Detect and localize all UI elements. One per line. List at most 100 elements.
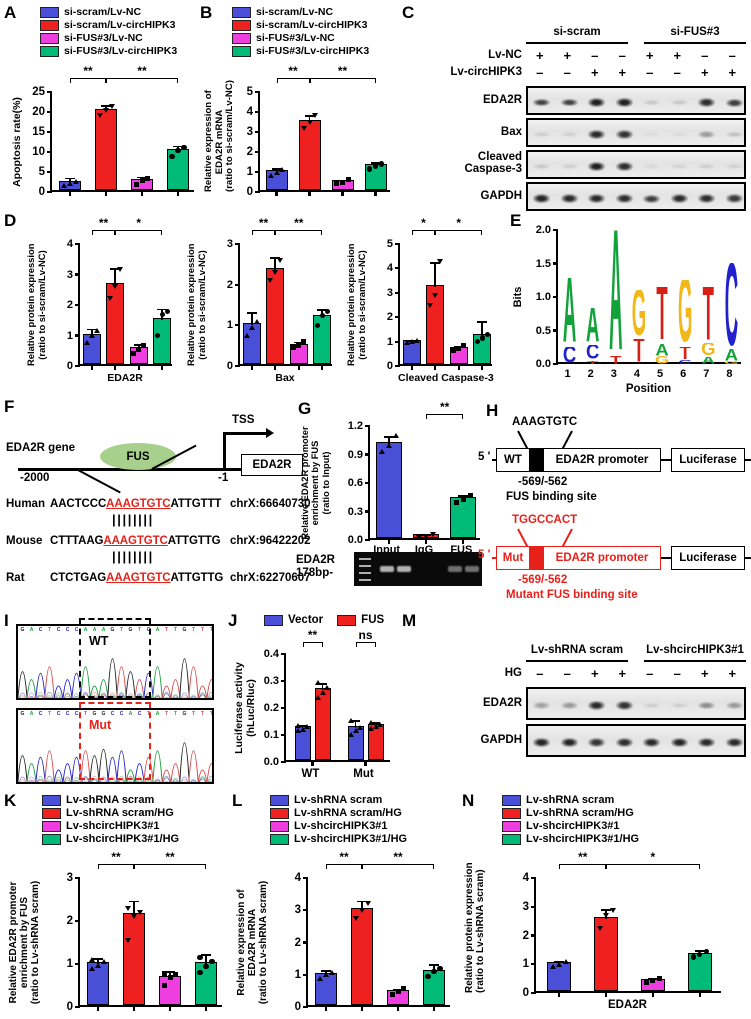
x-tick bbox=[132, 1007, 136, 1011]
binding-site-block bbox=[530, 448, 543, 472]
error-cap bbox=[371, 722, 380, 724]
y-tick bbox=[255, 170, 260, 174]
blot-protein-label: GAPDH bbox=[480, 189, 522, 202]
five-prime-connector bbox=[492, 459, 498, 461]
panel-c: C si-scram si-FUS#3 Lv-NC + + – – + + – – Lv-circHI… bbox=[398, 4, 751, 211]
y-tick-label: 20 bbox=[32, 106, 45, 118]
y-tick-label: 1 bbox=[386, 335, 393, 348]
data-point bbox=[408, 339, 415, 345]
error-cap bbox=[318, 682, 327, 685]
significance-label: ** bbox=[288, 64, 298, 78]
plot-area: 0.0 0.1 0.2 0.3 0.4 ** ns bbox=[264, 629, 390, 768]
y-tick bbox=[75, 273, 80, 276]
x-tick bbox=[341, 192, 344, 196]
logo-position-label: 2 bbox=[587, 368, 594, 380]
panel-m-label: M bbox=[402, 611, 417, 630]
data-point bbox=[656, 976, 662, 982]
error-cap bbox=[157, 308, 168, 311]
y-tick bbox=[235, 283, 240, 286]
x-tick bbox=[424, 540, 428, 544]
panel-b-legend: si-scram/Lv-NC si-scram/Lv-circHIPK3 si-FU… bbox=[232, 6, 369, 57]
legend-item-0: Lv-shRNA scram bbox=[502, 794, 639, 806]
reporter-box: Luciferase bbox=[671, 546, 745, 570]
blot-band bbox=[670, 99, 688, 106]
y-tick-label: 1 bbox=[246, 166, 253, 178]
data-point bbox=[89, 957, 96, 963]
panel-m: M Lv-shRNA scram Lv-shcircHIPK3#1 HG – – + + – –… bbox=[398, 612, 751, 792]
base-call: C bbox=[74, 711, 79, 717]
base-call: T bbox=[200, 711, 205, 717]
blot-band bbox=[643, 194, 661, 203]
blot-protein-label: GAPDH bbox=[480, 733, 522, 746]
y-tick-label: 0.1 bbox=[263, 729, 279, 741]
sequence-text: AACTCCCAAAGTGTCATTGTTT bbox=[50, 498, 222, 510]
error-cap bbox=[477, 320, 488, 323]
logo-glyph: T bbox=[679, 346, 691, 360]
panel-e: E 0.0 0.5 1.0 1.5 2.0 C A T C A T A T G G A T C T G A G T G A C 1 2… bbox=[500, 212, 751, 398]
data-point bbox=[549, 964, 556, 970]
y-tick bbox=[75, 334, 80, 337]
data-point bbox=[703, 948, 709, 954]
y-tick bbox=[75, 962, 80, 966]
data-point bbox=[364, 901, 371, 907]
y-tick bbox=[281, 760, 286, 764]
panel-f-body: FUS EDA2R gene -2000 -1 TSS EDA2R Human AACTCCC… bbox=[4, 398, 311, 610]
y-tick-label: 0.0 bbox=[535, 358, 551, 370]
x-tick-label: Mut bbox=[353, 768, 374, 780]
data-point bbox=[273, 169, 280, 175]
data-point bbox=[643, 980, 649, 986]
promoter-box: EDA2R promoter bbox=[543, 448, 661, 472]
error-cap bbox=[694, 950, 705, 953]
y-tick-label: 2 bbox=[66, 299, 73, 311]
blot-band bbox=[698, 98, 716, 107]
panel-c-body: si-scram si-FUS#3 Lv-NC + + – – + + – – Lv-circHIPK… bbox=[398, 4, 751, 211]
group-label: si-scram bbox=[553, 26, 601, 38]
logo-glyph: C bbox=[562, 346, 577, 364]
condition-value: – bbox=[673, 65, 681, 80]
x-tick-label: WT bbox=[301, 768, 320, 780]
data-point bbox=[324, 308, 330, 314]
legend-label: Vector bbox=[288, 614, 324, 626]
data-point bbox=[603, 912, 610, 918]
blot-band bbox=[670, 702, 688, 709]
data-point bbox=[368, 725, 375, 731]
panel-d-chart-0: 0 1 2 3 4 ** * Relative protein expression (rati… bbox=[20, 217, 180, 398]
genomic-coordinate: chrX:66640730 bbox=[230, 498, 311, 510]
y-tick-label: 2 bbox=[66, 915, 73, 927]
error-cap bbox=[304, 115, 315, 117]
blot-protein-label: EDA2R bbox=[483, 696, 522, 709]
gel-band bbox=[465, 566, 479, 572]
base-call: C bbox=[137, 711, 142, 717]
logo-letter: C bbox=[676, 360, 695, 364]
y-axis-title: Relative protein expression (ratio to si-… bbox=[185, 243, 207, 366]
logo-glyph: C bbox=[724, 262, 739, 349]
condition-value: – bbox=[563, 666, 571, 681]
base-call: T bbox=[137, 627, 142, 633]
legend-swatch bbox=[270, 794, 289, 806]
legend-label: si-FUS#3/Lv-circHIPK3 bbox=[256, 45, 370, 57]
base-call: G bbox=[110, 627, 115, 633]
x-tick bbox=[176, 192, 180, 196]
error-cap bbox=[351, 720, 360, 722]
base-call: C bbox=[56, 627, 61, 633]
legend-label: Lv-shcircHIPK3#1 bbox=[294, 820, 388, 832]
data-point bbox=[353, 915, 360, 921]
error-cap bbox=[133, 344, 144, 347]
error-bar bbox=[361, 900, 363, 911]
bar bbox=[351, 908, 373, 1005]
bar bbox=[375, 442, 402, 538]
y-tick bbox=[553, 295, 558, 299]
data-point bbox=[83, 339, 90, 345]
significance-bracket bbox=[355, 642, 376, 647]
logo-glyph: A bbox=[655, 343, 669, 356]
legend-label: Lv-shcircHIPK3#1/HG bbox=[294, 833, 408, 845]
legend-swatch bbox=[270, 820, 289, 832]
site-description: FUS binding site bbox=[506, 491, 597, 503]
panel-m-body: Lv-shRNA scram Lv-shcircHIPK3#1 HG – – + + – – + +… bbox=[398, 612, 751, 792]
base-call: A bbox=[83, 627, 88, 633]
blot-band bbox=[560, 132, 578, 137]
condition-value: – bbox=[536, 65, 544, 80]
y-tick-label: 3 bbox=[66, 872, 73, 884]
blot-band bbox=[615, 130, 633, 139]
data-point bbox=[125, 937, 132, 943]
